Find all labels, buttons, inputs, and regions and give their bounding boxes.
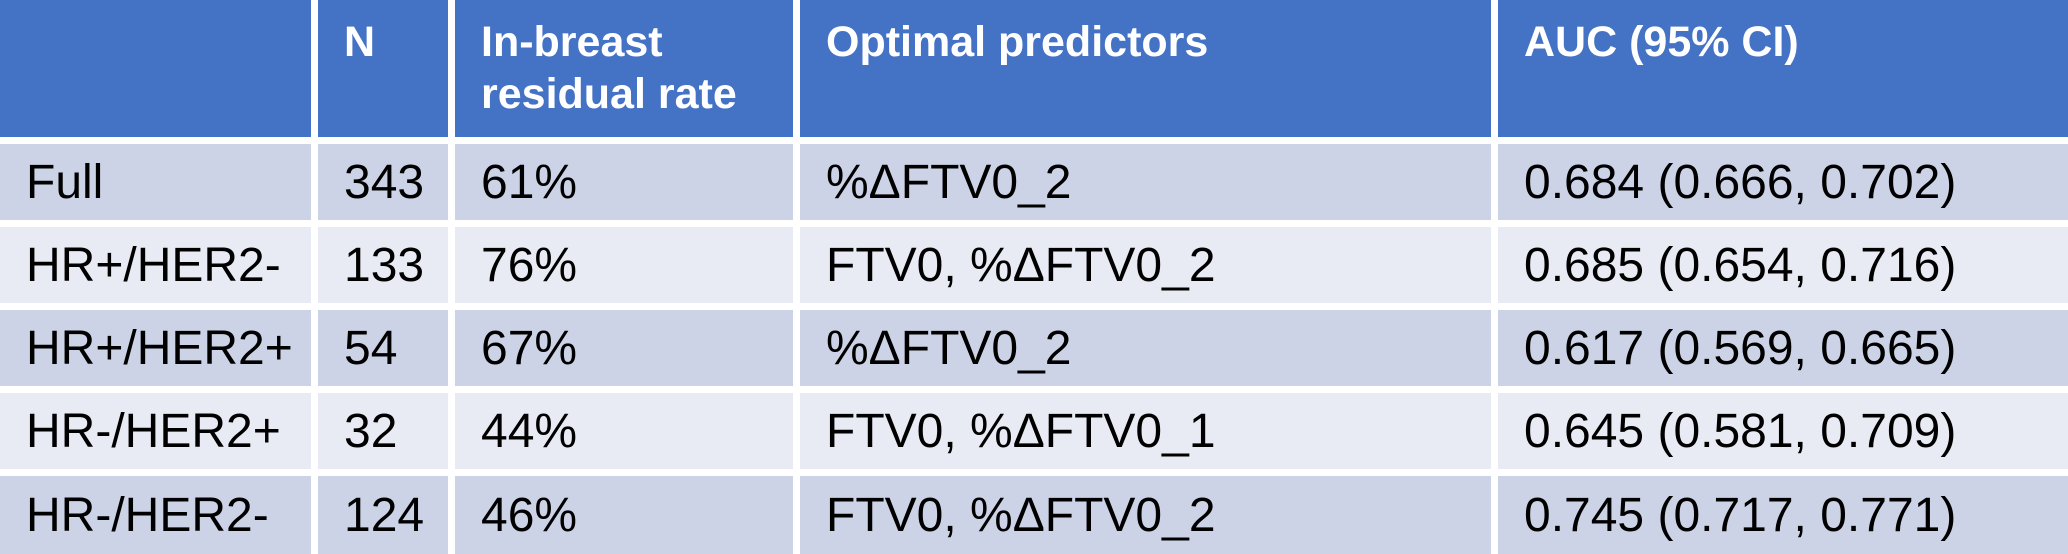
- cell-residual-rate: 61%: [455, 144, 793, 220]
- cell-subtype: Full: [0, 144, 311, 220]
- cell-predictors: FTV0, %ΔFTV0_1: [800, 393, 1491, 469]
- cell-residual-rate: 44%: [455, 393, 793, 469]
- cell-predictors: %ΔFTV0_2: [800, 144, 1491, 220]
- cell-residual-rate: 67%: [455, 310, 793, 386]
- header-cell-auc: AUC (95% CI): [1498, 0, 2068, 137]
- cell-subtype: HR-/HER2+: [0, 393, 311, 469]
- cell-auc: 0.684 (0.666, 0.702): [1498, 144, 2068, 220]
- cell-predictors: %ΔFTV0_2: [800, 310, 1491, 386]
- header-cell-subtype: [0, 0, 311, 137]
- cell-subtype: HR-/HER2-: [0, 476, 311, 554]
- cell-auc: 0.745 (0.717, 0.771): [1498, 476, 2068, 554]
- cell-subtype: HR+/HER2+: [0, 310, 311, 386]
- cell-n: 343: [318, 144, 448, 220]
- cell-auc: 0.645 (0.581, 0.709): [1498, 393, 2068, 469]
- cell-n: 133: [318, 227, 448, 303]
- cell-n: 124: [318, 476, 448, 554]
- header-cell-residual-rate: In-breast residual rate: [455, 0, 793, 137]
- cell-residual-rate: 46%: [455, 476, 793, 554]
- cell-subtype: HR+/HER2-: [0, 227, 311, 303]
- header-cell-n: N: [318, 0, 448, 137]
- cell-predictors: FTV0, %ΔFTV0_2: [800, 476, 1491, 554]
- cell-predictors: FTV0, %ΔFTV0_2: [800, 227, 1491, 303]
- cell-n: 54: [318, 310, 448, 386]
- cell-residual-rate: 76%: [455, 227, 793, 303]
- header-cell-predictors: Optimal predictors: [800, 0, 1491, 137]
- cell-auc: 0.685 (0.654, 0.716): [1498, 227, 2068, 303]
- cell-n: 32: [318, 393, 448, 469]
- cell-auc: 0.617 (0.569, 0.665): [1498, 310, 2068, 386]
